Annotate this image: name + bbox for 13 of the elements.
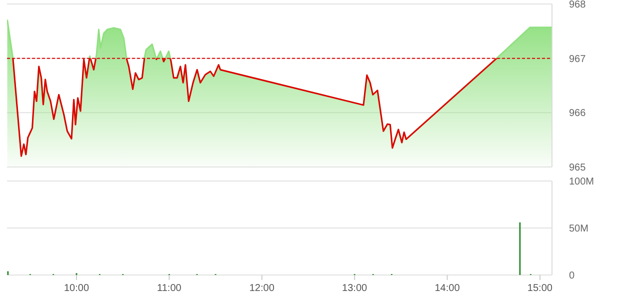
- x-tick-label: 10:00: [64, 283, 90, 294]
- x-tick-label: 11:00: [157, 283, 182, 294]
- y-tick-label: 966: [569, 108, 586, 120]
- y-tick-label: 967: [569, 54, 586, 65]
- y-tick-label: 100M: [569, 176, 594, 188]
- x-tick-label: 13:00: [342, 283, 368, 294]
- x-tick-label: 14:00: [434, 283, 460, 294]
- x-tick-label: 15:00: [527, 283, 553, 294]
- x-tick-label: 12:00: [249, 283, 275, 294]
- y-tick-label: 968: [569, 0, 586, 10]
- y-tick-label: 965: [569, 162, 586, 174]
- y-tick-label: 0: [569, 270, 575, 282]
- y-tick-label: 50M: [569, 224, 588, 234]
